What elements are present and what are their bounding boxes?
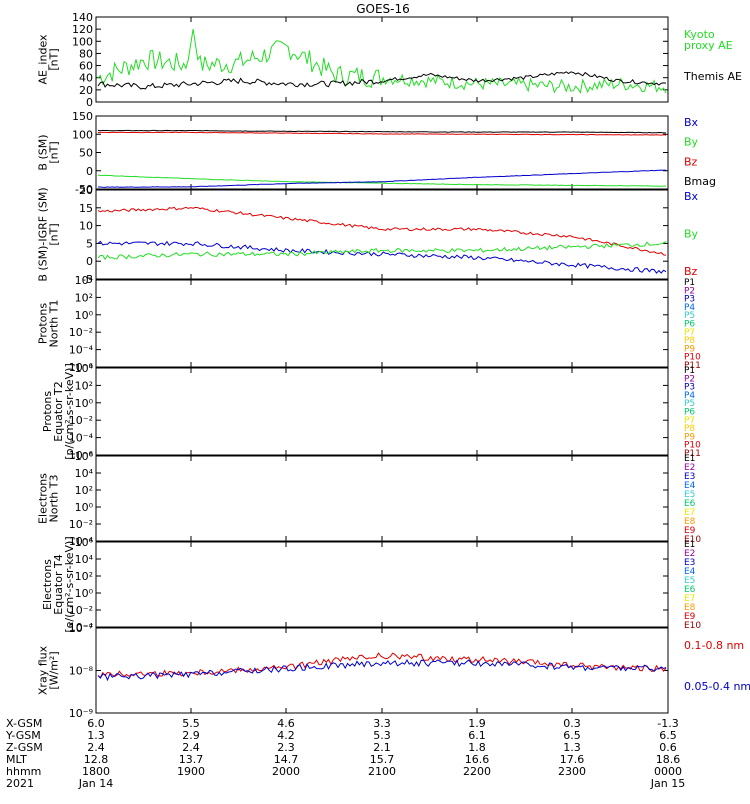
y-tick-label: 10⁰ bbox=[75, 309, 94, 322]
y-tick-label: 10² bbox=[75, 484, 93, 497]
y-tick-label: 20 bbox=[79, 84, 93, 97]
y-tick-label: 10⁶ bbox=[75, 450, 94, 463]
y-tick-label: 5 bbox=[86, 237, 93, 250]
y-tick-label: 10⁶ bbox=[75, 536, 94, 549]
y-tick-label: 10² bbox=[75, 570, 93, 583]
footer-value: Jan 14 bbox=[78, 777, 113, 790]
panel-frame bbox=[96, 190, 668, 279]
y-axis-label: [nT] bbox=[48, 48, 61, 70]
y-tick-label: 10⁰ bbox=[75, 501, 94, 514]
y-tick-label: 100 bbox=[72, 35, 93, 48]
y-tick-label: 10⁴ bbox=[75, 274, 94, 287]
legend-bmag: Bmag bbox=[684, 175, 716, 188]
panels: 140120100806040200AE_index[nT]Kyotoproxy… bbox=[37, 11, 750, 720]
y-axis-label: [W/m²] bbox=[48, 651, 61, 689]
plot-title: GOES-16 bbox=[356, 2, 410, 16]
y-tick-label: 10⁻⁷ bbox=[69, 622, 93, 635]
panel-frame bbox=[96, 280, 668, 367]
y-tick-label: 10 bbox=[79, 220, 93, 233]
y-tick-label: 10⁴ bbox=[75, 467, 94, 480]
footer-value: 2200 bbox=[463, 765, 491, 778]
y-tick-label: 0 bbox=[86, 96, 93, 109]
footer-row-label: 2021 bbox=[6, 777, 34, 790]
y-tick-label: 140 bbox=[72, 11, 93, 24]
y-axis-label: [nT] bbox=[48, 223, 61, 245]
y-tick-label: 0 bbox=[86, 255, 93, 268]
y-tick-label: 100 bbox=[72, 128, 93, 141]
legend-0-05-0-4-nm: 0.05-0.4 nm bbox=[684, 680, 750, 693]
series-bx bbox=[98, 241, 666, 273]
legend-bx: Bx bbox=[684, 190, 699, 203]
y-tick-label: 10⁻⁴ bbox=[69, 344, 94, 357]
panel-frame bbox=[96, 17, 668, 102]
y-tick-label: 40 bbox=[79, 72, 93, 85]
y-tick-label: 10⁰ bbox=[75, 397, 94, 410]
y-tick-label: 60 bbox=[79, 60, 93, 73]
y-tick-label: 10⁻² bbox=[69, 518, 93, 531]
y-axis-label: [e/(cm²-s-sr-keV)] bbox=[63, 536, 76, 632]
panel-frame bbox=[96, 368, 668, 455]
y-axis-label: [nT] bbox=[48, 141, 61, 163]
ephemeris-footer: X-GSMY-GSMZ-GSMMLThhmm20216.01.32.412.81… bbox=[5, 717, 685, 790]
y-tick-label: 10⁴ bbox=[75, 553, 94, 566]
y-tick-label: 120 bbox=[72, 23, 93, 36]
series-by bbox=[98, 242, 666, 260]
footer-value: 2000 bbox=[272, 765, 300, 778]
panel-frame bbox=[96, 456, 668, 541]
panel-frame bbox=[96, 628, 668, 713]
footer-value: Jan 15 bbox=[650, 777, 685, 790]
y-tick-label: 10⁴ bbox=[75, 362, 94, 375]
series-bz bbox=[98, 207, 666, 255]
legend-bx: Bx bbox=[684, 116, 699, 129]
panel-ae: 140120100806040200AE_index[nT]Kyotoproxy… bbox=[37, 11, 742, 109]
y-tick-label: 80 bbox=[79, 47, 93, 60]
y-tick-label: 10⁰ bbox=[75, 587, 94, 600]
y-tick-label: 50 bbox=[79, 147, 93, 160]
y-axis-label: North T1 bbox=[48, 300, 61, 348]
y-tick-label: 10² bbox=[75, 291, 93, 304]
panel-frame bbox=[96, 542, 668, 627]
footer-value: 1900 bbox=[177, 765, 205, 778]
legend-e10: E10 bbox=[684, 621, 701, 631]
legend-proxy-ae: proxy AE bbox=[684, 39, 733, 52]
series-0-1-0-8-nm bbox=[98, 653, 666, 677]
y-tick-label: 20 bbox=[79, 184, 93, 197]
legend-by: By bbox=[684, 228, 699, 241]
legend-by: By bbox=[684, 136, 699, 149]
legend-bz: Bz bbox=[684, 265, 698, 278]
y-axis-label: North T3 bbox=[48, 475, 61, 523]
footer-value: 2300 bbox=[558, 765, 586, 778]
y-axis-label: [p/(cm²-s-sr-keV)] bbox=[63, 363, 76, 460]
y-tick-label: 0 bbox=[86, 165, 93, 178]
y-tick-label: 10² bbox=[75, 379, 93, 392]
series-kyoto-proxy-ae bbox=[98, 29, 666, 93]
legend-0-1-0-8-nm: 0.1-0.8 nm bbox=[684, 639, 744, 652]
y-tick-label: 150 bbox=[72, 110, 93, 123]
y-tick-label: 10⁻² bbox=[69, 326, 93, 339]
legend-bz: Bz bbox=[684, 155, 698, 168]
y-tick-label: 15 bbox=[79, 202, 93, 215]
y-tick-label: 10⁻⁸ bbox=[69, 665, 94, 678]
footer-value: 2100 bbox=[368, 765, 396, 778]
legend-themis-ae: Themis AE bbox=[683, 70, 742, 83]
